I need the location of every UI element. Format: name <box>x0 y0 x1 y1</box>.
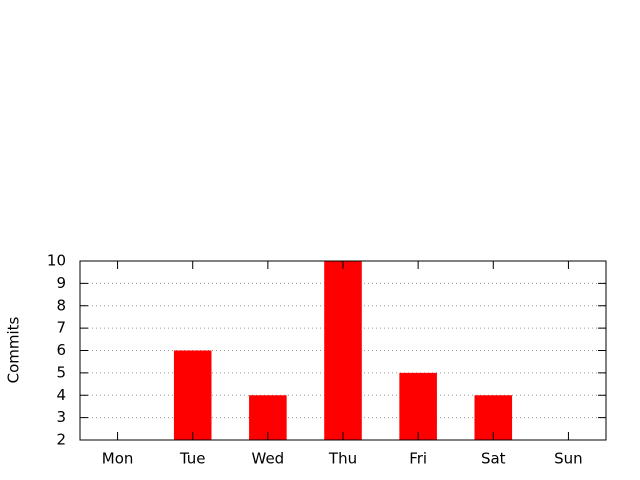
x-tick-label: Sun <box>554 450 583 468</box>
x-tick-label: Fri <box>409 450 427 468</box>
y-tick-label: 8 <box>56 296 66 314</box>
y-axis-label: Commits <box>5 316 23 383</box>
y-tick-label: 3 <box>56 408 66 426</box>
bar <box>324 261 362 440</box>
y-tick-label: 7 <box>56 319 66 337</box>
y-tick-label: 10 <box>47 252 66 270</box>
y-tick-label: 9 <box>56 274 66 292</box>
x-tick-label: Mon <box>102 450 134 468</box>
bar <box>173 350 212 440</box>
bars <box>173 261 513 440</box>
y-tick-label: 2 <box>56 431 66 449</box>
x-tick-label: Tue <box>179 450 206 468</box>
y-tick-label: 5 <box>56 363 66 381</box>
x-tick-label: Wed <box>252 450 285 468</box>
y-tick-label: 4 <box>56 386 66 404</box>
y-tick-label: 6 <box>56 341 66 359</box>
x-tick-label: Thu <box>328 450 357 468</box>
bar <box>399 372 437 440</box>
x-tick-label: Sat <box>481 450 506 468</box>
